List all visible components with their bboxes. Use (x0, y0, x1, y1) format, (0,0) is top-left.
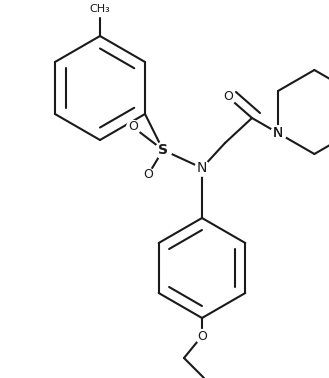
Text: N: N (197, 161, 207, 175)
Text: N: N (273, 126, 283, 140)
Text: O: O (197, 330, 207, 342)
Text: N: N (273, 126, 283, 140)
Text: O: O (143, 169, 153, 181)
Text: CH₃: CH₃ (89, 4, 110, 14)
Text: S: S (158, 143, 168, 157)
Text: O: O (223, 90, 233, 104)
Text: O: O (128, 121, 138, 133)
